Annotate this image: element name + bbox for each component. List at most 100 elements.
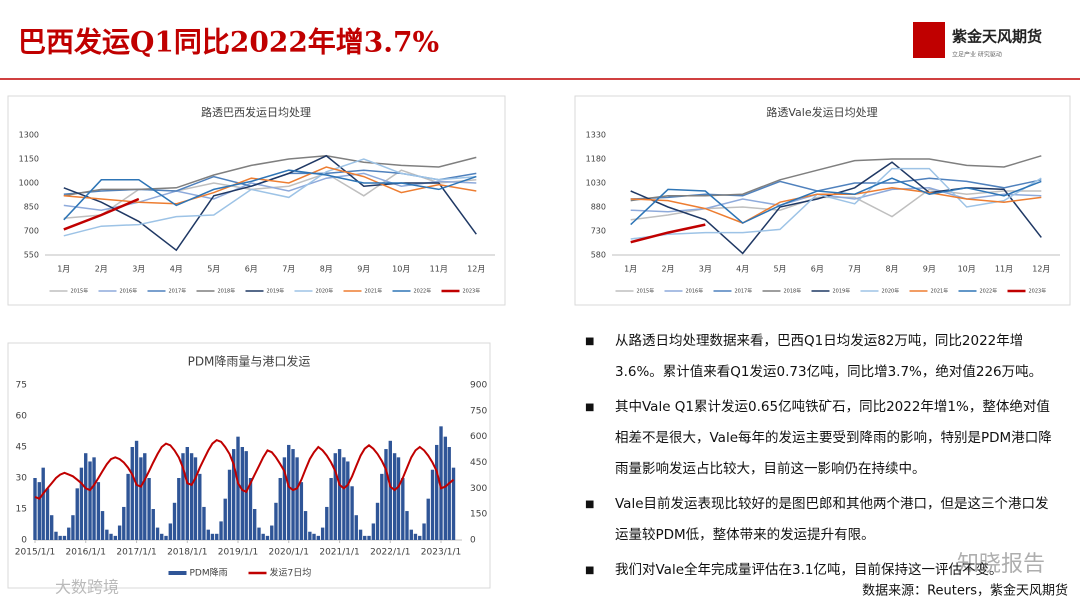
bar	[202, 506, 206, 540]
y-tick-label: 1300	[19, 131, 39, 140]
slide-title: 巴西发运Q1同比2022年增3.7%	[18, 26, 439, 59]
series-line	[63, 172, 477, 211]
bar	[41, 467, 45, 540]
bar	[320, 527, 325, 540]
bar	[189, 453, 194, 540]
bar	[409, 529, 413, 540]
series-line	[34, 438, 455, 500]
bar	[45, 488, 50, 540]
legend-label: 2018年	[784, 288, 802, 295]
bar	[384, 449, 388, 540]
series-line	[63, 155, 477, 197]
legend-label: 2022年	[414, 288, 432, 295]
x-tick-label: 9月	[357, 265, 370, 274]
y2-tick-label: 0	[470, 536, 476, 546]
bar	[147, 478, 151, 540]
bullet-marker: ■	[585, 565, 595, 576]
x-tick-label: 3月	[132, 265, 145, 274]
bar	[329, 478, 333, 540]
y-tick-label: 1000	[19, 179, 39, 188]
bar	[244, 451, 248, 540]
bar	[354, 515, 358, 540]
bar	[232, 449, 236, 540]
x-tick-label: 1月	[624, 265, 637, 274]
y-tick-label: 700	[24, 227, 39, 236]
bar	[219, 521, 223, 540]
bar	[122, 506, 126, 540]
series-line	[63, 197, 140, 231]
bar	[105, 529, 109, 540]
chart-title: 路透巴西发运日均处理	[201, 105, 311, 119]
legend-label: 2023年	[1029, 288, 1047, 295]
bar	[451, 467, 456, 540]
bar	[308, 531, 312, 540]
bar	[367, 535, 371, 540]
x-tick-label: 6月	[245, 265, 258, 274]
x-tick-label: 2月	[661, 265, 674, 274]
bar	[168, 523, 173, 540]
bullet: ■ 其中Vale Q1累计发运0.65亿吨铁矿石，同比2022年增1%，整体绝对值…	[585, 392, 1055, 485]
bullet-marker: ■	[585, 402, 595, 413]
x-tick-label: 7月	[848, 265, 861, 274]
bar	[181, 453, 185, 540]
y-tick-label: 60	[16, 412, 28, 422]
x-tick-label: 2017/1/1	[116, 548, 156, 558]
bar	[358, 529, 363, 540]
bar	[375, 502, 380, 540]
legend-label: 2022年	[980, 288, 998, 295]
legend-label: 2019年	[833, 288, 851, 295]
bar	[198, 473, 202, 540]
x-tick-label: 10月	[392, 265, 410, 274]
bar	[206, 529, 210, 540]
legend-label: 2015年	[637, 288, 655, 295]
bar	[248, 478, 253, 540]
bar	[388, 440, 392, 540]
y-tick-label: 580	[591, 251, 606, 260]
bar	[261, 533, 265, 540]
bar	[405, 511, 409, 540]
bar	[134, 440, 139, 540]
bar	[363, 535, 367, 540]
bar	[291, 449, 295, 540]
legend-label: PDM降雨	[190, 567, 228, 579]
legend-label: 2021年	[365, 288, 383, 295]
brand: 紫金天风期货	[952, 28, 1042, 46]
bullet-marker: ■	[585, 336, 595, 347]
bar	[426, 498, 430, 540]
series-line	[630, 187, 1042, 213]
legend-label: 2016年	[120, 288, 138, 295]
x-tick-label: 12月	[1032, 265, 1050, 274]
x-tick-label: 11月	[995, 265, 1013, 274]
y2-tick-label: 750	[470, 406, 487, 416]
bar	[413, 533, 418, 540]
x-tick-label: 2月	[95, 265, 108, 274]
bar	[418, 535, 422, 540]
chart-title: 路透Vale发运日均处理	[766, 105, 877, 119]
bar	[240, 447, 245, 540]
watermark: 大数跨境	[55, 578, 119, 597]
bar	[447, 447, 451, 540]
legend-label: 2021年	[931, 288, 949, 295]
x-tick-label: 4月	[170, 265, 183, 274]
legend-label: 2020年	[316, 288, 334, 295]
y-tick-label: 75	[16, 381, 27, 391]
bar	[143, 453, 147, 540]
x-tick-label: 11月	[430, 265, 448, 274]
series-line	[630, 187, 1042, 224]
y-tick-label: 30	[16, 474, 28, 484]
bar	[113, 535, 118, 540]
legend-label: 2020年	[882, 288, 900, 295]
bar	[215, 533, 219, 540]
bar	[160, 533, 164, 540]
bar	[109, 533, 113, 540]
bar	[396, 457, 401, 540]
bar	[274, 502, 278, 540]
y-tick-label: 15	[16, 505, 27, 515]
bar	[117, 525, 122, 540]
bar	[49, 515, 54, 540]
legend-swatch	[168, 571, 187, 575]
bar	[227, 469, 232, 540]
bar	[337, 449, 342, 540]
